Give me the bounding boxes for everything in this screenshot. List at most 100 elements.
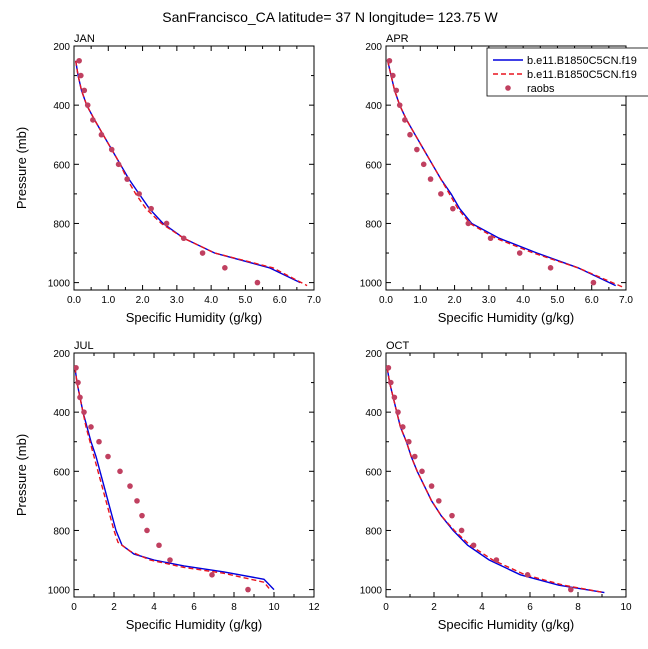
raobs-marker — [524, 572, 531, 578]
raobs-marker — [493, 557, 500, 563]
legend-label: raobs — [527, 83, 555, 95]
plot-data — [74, 364, 275, 593]
y-tick-label: 200 — [53, 349, 70, 360]
raobs-marker — [88, 424, 94, 430]
model-dashed-line — [74, 367, 271, 591]
x-tick-label: 8 — [575, 602, 581, 613]
y-axis-title: Pressure (mb) — [14, 127, 29, 209]
raobs-marker — [590, 279, 597, 286]
x-tick-label: 2.0 — [136, 295, 150, 306]
raobs-marker — [245, 586, 251, 593]
raobs-marker — [396, 102, 403, 108]
raobs-marker — [136, 191, 142, 197]
x-tick-label: 0.0 — [67, 295, 81, 306]
raobs-marker — [139, 512, 145, 519]
x-tick-label: 2 — [431, 602, 437, 613]
raobs-marker — [148, 205, 154, 212]
y-tick-label: 600 — [365, 160, 382, 171]
raobs-marker — [167, 557, 173, 563]
raobs-marker — [386, 57, 393, 64]
legend-marker — [505, 85, 511, 91]
x-tick-label: 2.0 — [448, 295, 462, 306]
y-tick-label: 800 — [53, 526, 70, 537]
raobs-marker — [84, 102, 91, 108]
model-dashed-line — [75, 60, 308, 287]
raobs-marker — [388, 379, 394, 386]
panel-apr: APR 0.0 1.0 2.0 3.0 4.0 5.0 6.0 7.0 200 400 600 800 1… — [360, 33, 634, 325]
raobs-marker — [450, 205, 456, 212]
raobs-marker — [180, 235, 187, 242]
raobs-marker — [407, 131, 413, 138]
x-tick-label: 8 — [231, 602, 237, 613]
raobs-marker — [487, 235, 494, 242]
raobs-marker — [449, 512, 455, 519]
raobs-marker — [438, 191, 444, 197]
panel-label: JAN — [74, 33, 95, 45]
y-tick-label: 1000 — [48, 279, 71, 290]
raobs-marker — [400, 424, 406, 430]
x-tick-label: 4 — [479, 602, 485, 613]
model-solid-line — [74, 367, 275, 591]
x-tick-label: 1.0 — [413, 295, 427, 306]
panel-label: APR — [386, 33, 409, 45]
x-tick-label: 5.0 — [238, 295, 252, 306]
plot-frame — [73, 45, 315, 291]
plot-frame — [385, 352, 627, 598]
panel-jul: JUL 0 2 4 6 8 10 12 200 400 600 800 1000 Specific Hum… — [14, 340, 320, 632]
model-dashed-line — [387, 60, 623, 288]
x-tick-label: 1.0 — [101, 295, 115, 306]
y-tick-label: 800 — [53, 219, 70, 230]
plot-data — [386, 57, 623, 288]
y-tick-label: 200 — [365, 42, 382, 53]
x-tick-label: 12 — [308, 602, 320, 613]
raobs-marker — [81, 87, 88, 94]
x-tick-label: 0 — [71, 602, 77, 613]
raobs-marker — [108, 146, 115, 153]
model-solid-line — [75, 60, 301, 284]
raobs-marker — [222, 265, 228, 271]
raobs-marker — [81, 409, 87, 415]
x-axis-title: Specific Humidity (g/kg) — [126, 310, 263, 325]
raobs-marker — [402, 117, 408, 123]
model-dashed-line — [386, 367, 605, 594]
x-axis-title: Specific Humidity (g/kg) — [438, 310, 575, 325]
y-tick-label: 200 — [365, 349, 382, 360]
y-tick-label: 800 — [365, 219, 382, 230]
raobs-marker — [458, 527, 465, 534]
raobs-marker — [395, 409, 401, 415]
x-axis-title: Specific Humidity (g/kg) — [126, 617, 263, 632]
x-tick-label: 0 — [383, 602, 389, 613]
x-tick-label: 0.0 — [379, 295, 393, 306]
raobs-marker — [547, 265, 554, 271]
x-tick-label: 4.0 — [516, 295, 530, 306]
y-axis-title: Pressure (mb) — [14, 434, 29, 516]
panel-label: OCT — [386, 340, 410, 352]
plot-data — [386, 364, 605, 594]
raobs-marker — [96, 438, 102, 445]
raobs-marker — [78, 72, 84, 79]
raobs-marker — [199, 250, 206, 256]
raobs-marker — [127, 483, 133, 489]
legend-label: b.e11.B1850C5CN.f19 — [527, 69, 637, 81]
x-tick-label: 6.0 — [273, 295, 287, 306]
legend-label: b.e11.B1850C5CN.f19 — [527, 55, 637, 67]
x-tick-label: 10 — [268, 602, 280, 613]
raobs-marker — [134, 498, 140, 504]
raobs-marker — [209, 572, 215, 578]
raobs-marker — [156, 542, 162, 549]
raobs-marker — [420, 161, 427, 168]
y-tick-label: 600 — [53, 160, 70, 171]
y-tick-label: 600 — [365, 467, 382, 478]
raobs-marker — [124, 176, 130, 182]
x-tick-label: 4 — [151, 602, 157, 613]
raobs-marker — [74, 364, 79, 371]
raobs-marker — [163, 220, 170, 227]
raobs-marker — [90, 117, 96, 123]
x-tick-label: 2 — [111, 602, 117, 613]
y-tick-label: 200 — [53, 42, 70, 53]
y-tick-label: 400 — [365, 408, 382, 419]
x-tick-label: 6 — [527, 602, 533, 613]
plot-data — [75, 57, 308, 287]
